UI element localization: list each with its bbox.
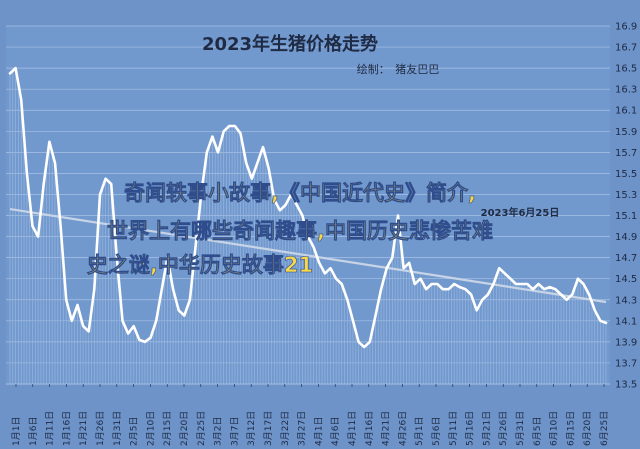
y-tick-label: 13.5 [615,380,637,391]
y-tick-label: 14.7 [615,253,637,264]
x-tick-label: 5月6日 [431,417,442,446]
x-tick-label: 1月26日 [95,411,106,446]
x-tick-label: 2月10日 [145,411,156,446]
trendline [9,207,607,304]
price-line [8,66,608,349]
date-annotation: 2023年6月25日 [481,206,560,219]
x-tick-label: 6月15日 [565,411,576,446]
y-tick-label: 13.9 [615,337,637,348]
x-tick-label: 2月15日 [162,411,173,446]
chart-credit: 绘制： 猪友巴巴 [357,62,440,76]
x-tick-label: 6月25日 [599,411,610,446]
x-tick-label: 2月5日 [129,417,140,446]
x-tick-label: 5月21日 [481,411,492,446]
x-tick-label: 4月11日 [347,411,358,446]
y-tick-label: 15.3 [615,190,637,201]
x-tick-label: 4月16日 [364,411,375,446]
x-tick-label: 1月1日 [11,417,22,446]
x-tick-label: 1月6日 [28,417,39,446]
y-tick-label: 16.3 [615,85,637,96]
y-tick-label: 13.7 [615,358,637,369]
x-tick-label: 5月1日 [414,417,425,446]
x-tick-label: 1月31日 [112,411,123,446]
x-tick-label: 5月31日 [515,411,526,446]
x-tick-label: 3月17日 [263,411,274,446]
watermark-line-1: 奇闻轶事小故事,《中国近代史》简介, [124,181,476,205]
x-tick-label: 1月21日 [78,411,89,446]
watermark-line-3: 史之谜,中华历史故事21 [87,253,313,277]
y-tick-label: 14.1 [615,316,637,327]
y-tick-label: 15.9 [615,127,637,138]
x-tick-label: 2月25日 [196,411,207,446]
x-tick-label: 4月1日 [313,417,324,446]
trend-layer [9,207,607,304]
x-tick-label: 3月7日 [229,417,240,446]
x-tick-label: 6月10日 [549,411,560,446]
x-tick-label: 4月21日 [381,411,392,446]
x-tick-label: 3月22日 [280,411,291,446]
x-tick-label: 5月16日 [465,411,476,446]
x-tick-label: 2月20日 [179,411,190,446]
x-tick-label: 5月11日 [448,411,459,446]
fill-layer [9,68,607,384]
y-tick-label: 14.3 [615,295,637,306]
x-tick-label: 5月26日 [498,411,509,446]
y-tick-label: 16.5 [615,64,637,75]
watermark-line-2: 世界上有哪些奇闻趣事,中国历史悲惨苦难 [107,219,493,243]
x-tick-label: 1月16日 [61,411,72,446]
y-tick-label: 14.5 [615,274,637,285]
line-layer [8,66,608,349]
y-tick-label: 16.7 [615,43,637,54]
x-tick-label: 3月2日 [213,417,224,446]
x-tick-label: 4月6日 [330,417,341,446]
y-tick-label: 15.7 [615,148,637,159]
x-tick-label: 1月11日 [45,411,56,446]
x-tick-label: 3月27日 [297,411,308,446]
x-tick-label: 6月5日 [532,417,543,446]
y-tick-label: 15.5 [615,169,637,180]
x-tick-label: 4月26日 [397,411,408,446]
chart-title: 2023年生猪价格走势 [202,33,378,55]
y-tick-label: 16.1 [615,106,637,117]
x-tick-label: 6月20日 [582,411,593,446]
y-tick-label: 16.9 [615,22,637,33]
x-tick-label: 3月12日 [246,411,257,446]
y-tick-label: 14.9 [615,232,637,243]
y-tick-label: 15.1 [615,211,637,222]
